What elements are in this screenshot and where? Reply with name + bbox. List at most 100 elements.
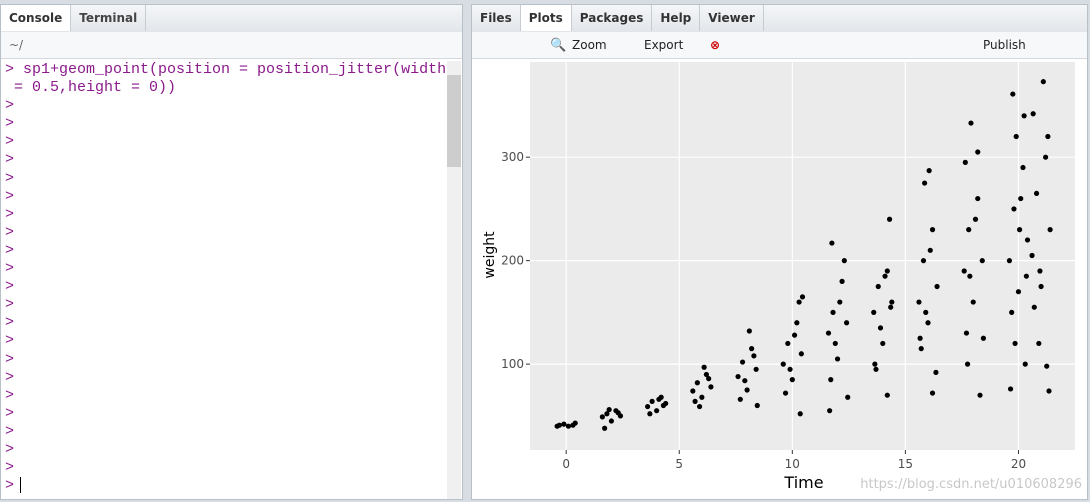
point [703, 371, 709, 378]
point [1022, 361, 1028, 367]
console-line: > [5, 296, 15, 314]
console-line: > [5, 350, 15, 368]
point [825, 330, 832, 336]
point [975, 195, 981, 202]
point [1031, 304, 1037, 310]
point [1007, 386, 1014, 392]
x-tick-label: 20 [1011, 457, 1026, 471]
scroll-thumb[interactable] [447, 75, 461, 167]
point [561, 421, 567, 427]
console-line: > [5, 260, 15, 278]
export-button[interactable]: Export [644, 38, 684, 52]
point [1046, 388, 1052, 394]
point [690, 388, 696, 394]
console-line: > [5, 404, 15, 422]
tab[interactable]: Plots [520, 5, 572, 31]
point [782, 390, 789, 396]
point [975, 149, 981, 155]
point [871, 309, 877, 315]
tab[interactable]: Console [1, 5, 72, 31]
tab[interactable]: Help [652, 5, 701, 31]
console-line: > [5, 151, 15, 169]
point [1038, 283, 1044, 290]
point [789, 377, 795, 383]
point [737, 396, 743, 402]
zoom-button[interactable]: Zoom [572, 38, 607, 52]
console-line: > [5, 205, 15, 223]
point [797, 411, 803, 417]
scrollbar[interactable] [447, 61, 461, 499]
point [649, 398, 655, 404]
point [927, 247, 933, 253]
point [829, 240, 835, 246]
point [735, 373, 741, 380]
point [968, 120, 974, 126]
point [872, 361, 878, 367]
point [1010, 91, 1016, 97]
tab[interactable]: Terminal [71, 5, 147, 31]
point [701, 364, 707, 370]
tab[interactable]: Files [472, 5, 521, 31]
point [889, 299, 895, 305]
console-line: > sp1+geom_point(position = position_jit… [5, 61, 447, 78]
tab[interactable]: Viewer [700, 5, 764, 31]
point [656, 396, 662, 402]
point [916, 299, 922, 305]
point [644, 403, 651, 410]
point [599, 414, 605, 420]
console-line: > [5, 169, 15, 187]
point [794, 320, 800, 326]
point [742, 378, 748, 384]
point [839, 278, 845, 284]
point [799, 294, 806, 300]
point [884, 392, 890, 398]
point [1009, 309, 1015, 315]
point [1018, 195, 1024, 202]
point [877, 325, 884, 331]
console-line: > [5, 278, 15, 296]
point [1006, 258, 1013, 264]
point [884, 268, 890, 274]
point [832, 340, 838, 347]
x-tick-label: 0 [562, 457, 570, 471]
y-tick-label: 300 [501, 150, 524, 164]
point [980, 335, 987, 341]
console-line: > [5, 133, 15, 151]
point [754, 402, 760, 409]
console-line: > [5, 422, 15, 440]
console-line: = 0.5,height = 0)) [5, 79, 177, 97]
x-axis-title: Time [783, 473, 823, 492]
x-tick-label: 15 [898, 457, 913, 471]
point [934, 283, 940, 290]
point [1016, 227, 1023, 233]
plots-tabs: Files Plots Packages Help Viewer [472, 5, 1087, 33]
point [787, 366, 793, 372]
point [708, 384, 714, 390]
point [1040, 79, 1046, 85]
point [1020, 164, 1026, 171]
point [615, 410, 621, 416]
point [606, 407, 612, 413]
point [834, 356, 841, 362]
point [1013, 133, 1019, 140]
point [929, 227, 936, 233]
point [827, 408, 833, 414]
point [692, 398, 698, 404]
console-line: > [5, 440, 15, 458]
point [925, 320, 931, 326]
console-line: > [5, 459, 15, 477]
tab[interactable]: Packages [572, 5, 653, 31]
console-pane: Console Terminal ~/ > sp1+geom_point(posi… [0, 4, 463, 500]
console-line: > [5, 223, 15, 241]
point [841, 258, 847, 264]
console-line: > [5, 314, 15, 332]
point [753, 366, 759, 372]
point [843, 320, 850, 326]
point [660, 402, 667, 409]
path[interactable]: ~/ [9, 38, 24, 52]
point [565, 423, 572, 429]
publish-button[interactable]: Publish [983, 38, 1026, 52]
point [845, 394, 851, 400]
